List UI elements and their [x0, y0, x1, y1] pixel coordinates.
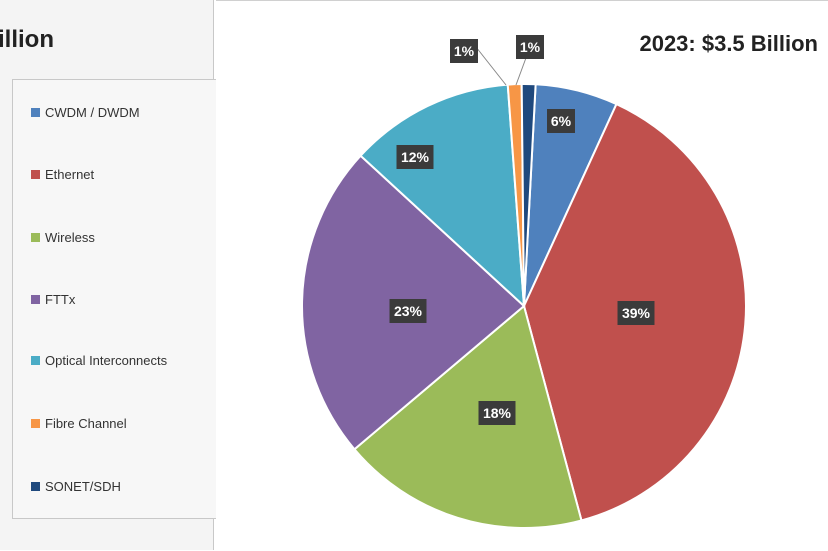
pie-slice-wireless: [353, 304, 583, 529]
data-label-box: [450, 39, 478, 63]
legend-item-sonet-sdh: SONET/SDH: [31, 476, 121, 496]
pie-slice-optical-interconnects: [359, 83, 526, 309]
legend-swatch: [31, 481, 40, 491]
leader-line: [475, 46, 507, 86]
pie-chart: 6% 39% 18% 23% 12% 1% 1%: [301, 35, 747, 529]
left-chart-title: illion: [0, 26, 54, 53]
data-label-text: 1%: [454, 43, 475, 59]
legend-swatch: [31, 107, 40, 117]
data-label-text: 23%: [394, 303, 423, 319]
data-label-text: 6%: [551, 113, 572, 129]
legend-item-optical-interconnects: Optical Interconnects: [31, 350, 167, 370]
data-label-text: 18%: [483, 405, 512, 421]
legend-item-cwdm-dwdm: CWDM / DWDM: [31, 102, 140, 122]
legend-label: FTTx: [45, 291, 76, 307]
data-label-box: [547, 109, 575, 133]
legend-label: Fibre Channel: [45, 415, 127, 431]
data-label-box: [396, 145, 434, 169]
legend-item-ethernet: Ethernet: [31, 164, 94, 184]
legend-item-wireless: Wireless: [31, 227, 95, 247]
legend-item-fttx: FTTx: [31, 289, 75, 309]
data-label-cwdm-dwdm: 6%: [547, 109, 575, 133]
legend-label: CWDM / DWDM: [45, 104, 140, 120]
left-chart-panel: illion CWDM / DWDM Ethernet Wireless FTT…: [0, 0, 216, 550]
legend-label: Ethernet: [45, 166, 95, 182]
data-label-optical-interconnects: 12%: [396, 145, 434, 169]
data-label-fibre-channel: 1%: [450, 39, 478, 63]
data-label-sonet-sdh: 1%: [516, 35, 544, 59]
data-label-text: 12%: [401, 149, 430, 165]
data-label-box: [617, 301, 655, 325]
legend-swatch: [31, 232, 40, 242]
data-label-box: [516, 35, 544, 59]
data-label-ethernet: 39%: [617, 301, 655, 325]
legend-item-fibre-channel: Fibre Channel: [31, 413, 127, 433]
legend-swatch: [31, 294, 40, 304]
pie-chart-panel: 2023: $3.5 Billion 6% 39% 18% 23% 12% 1% 1%: [216, 0, 828, 550]
data-label-wireless: 18%: [478, 401, 516, 425]
legend-label: Wireless: [45, 229, 95, 245]
legend-label: Optical Interconnects: [45, 352, 168, 368]
pie-slice-sonet-sdh: [520, 83, 537, 307]
data-label-text: 1%: [520, 39, 541, 55]
legend: CWDM / DWDM Ethernet Wireless FTTx Optic…: [12, 79, 216, 519]
data-label-text: 39%: [622, 305, 651, 321]
data-label-fttx: 23%: [389, 299, 427, 323]
legend-swatch: [31, 355, 40, 365]
legend-label: SONET/SDH: [45, 478, 121, 494]
legend-swatch: [31, 418, 40, 428]
legend-swatch: [31, 169, 40, 179]
data-label-box: [389, 299, 427, 323]
data-label-box: [478, 401, 516, 425]
chart-title: 2023: $3.5 Billion: [639, 31, 818, 56]
